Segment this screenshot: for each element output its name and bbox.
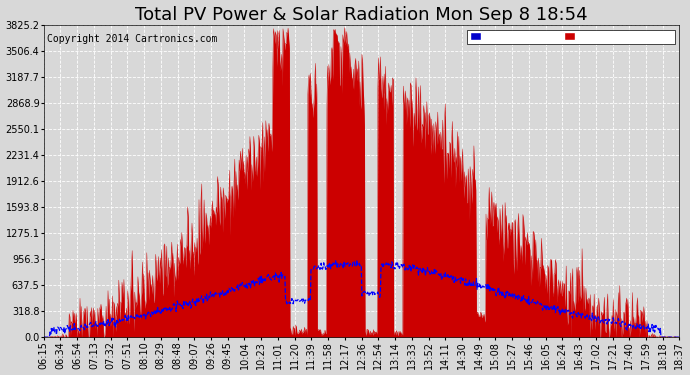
Title: Total PV Power & Solar Radiation Mon Sep 8 18:54: Total PV Power & Solar Radiation Mon Sep…: [135, 6, 588, 24]
Text: Copyright 2014 Cartronics.com: Copyright 2014 Cartronics.com: [47, 34, 217, 45]
Legend: Radiation (w/m2), PV Panels (DC Watts): Radiation (w/m2), PV Panels (DC Watts): [467, 30, 675, 44]
